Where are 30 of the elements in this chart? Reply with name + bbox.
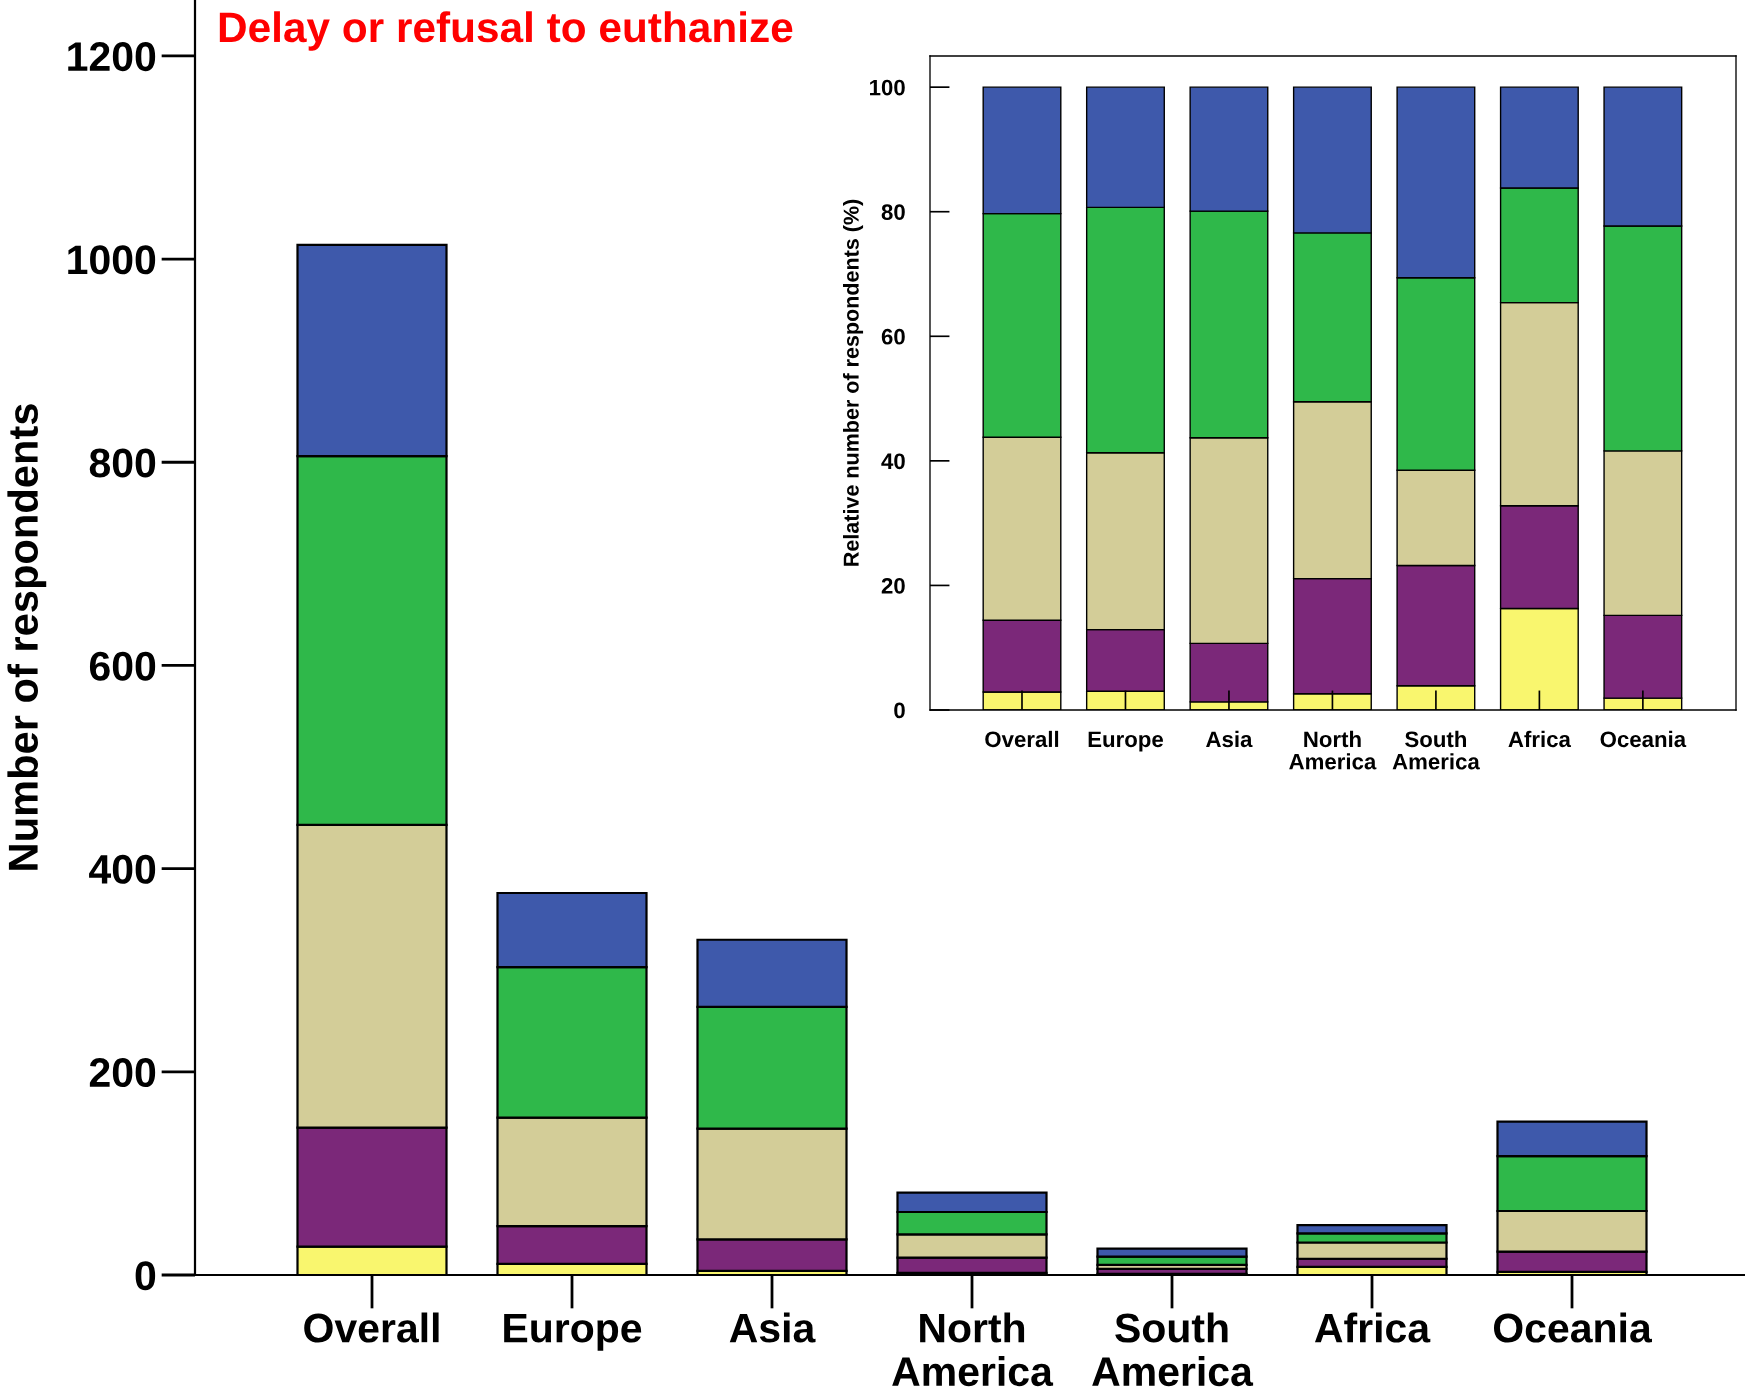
x-tick-label: Oceania bbox=[1600, 730, 1687, 748]
x-tick-label: Europe bbox=[504, 1314, 642, 1351]
x-tick-label: Asia bbox=[729, 1312, 816, 1343]
y-tick-label: 400 bbox=[89, 854, 156, 884]
y-tick-label: 200 bbox=[89, 1058, 156, 1088]
y-tick-label: 0 bbox=[894, 702, 905, 719]
y-tick-label: 1200 bbox=[68, 42, 156, 72]
y-axis-title: Relative number of respondents (%) bbox=[843, 199, 864, 566]
x-tick-label: North America bbox=[892, 1312, 1054, 1387]
y-tick-label: 800 bbox=[89, 448, 156, 478]
x-tick-label: Asia bbox=[1206, 730, 1253, 748]
y-tick-label: 0 bbox=[135, 1261, 156, 1291]
y-tick-label: 80 bbox=[881, 204, 905, 220]
chart-title: Delay or refusal to euthanize bbox=[219, 11, 793, 51]
x-tick-label: Europe bbox=[1088, 731, 1163, 752]
y-tick-label: 600 bbox=[89, 651, 156, 681]
x-tick-label: Oceania bbox=[1493, 1312, 1652, 1343]
x-tick-label: South America bbox=[1092, 1312, 1254, 1387]
x-tick-label: Overall bbox=[985, 730, 1059, 748]
x-tick-label: Africa bbox=[1314, 1312, 1431, 1343]
y-tick-label: 20 bbox=[881, 577, 905, 594]
x-tick-label: Africa bbox=[1508, 730, 1572, 748]
y-tick-label: 40 bbox=[881, 453, 905, 470]
y-tick-label: 60 bbox=[881, 328, 905, 345]
x-tick-label: North America bbox=[1289, 730, 1377, 770]
y-tick-label: 1000 bbox=[68, 245, 156, 275]
y-tick-label: 100 bbox=[870, 79, 905, 96]
x-tick-label: South America bbox=[1392, 730, 1480, 770]
x-tick-label: Overall bbox=[304, 1312, 439, 1343]
y-axis-title: Number of respondents bbox=[7, 404, 47, 870]
